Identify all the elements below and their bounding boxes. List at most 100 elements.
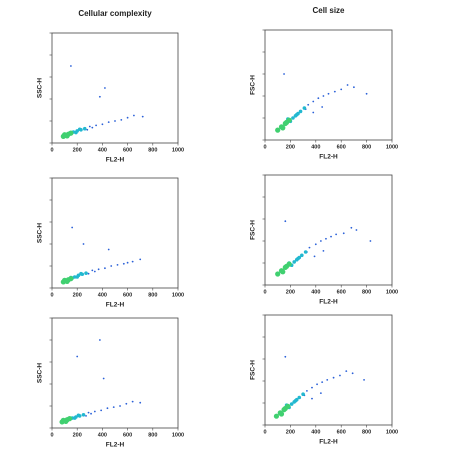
data-point	[100, 409, 103, 412]
data-point	[125, 402, 128, 405]
data-point	[355, 229, 358, 231]
data-point	[76, 413, 81, 418]
data-point	[104, 87, 106, 89]
chart-title: Cellular complexity	[78, 9, 152, 18]
data-point	[67, 416, 73, 422]
data-point	[342, 232, 345, 235]
data-point	[102, 377, 105, 380]
y-axis-label: FSC-H	[250, 220, 257, 240]
data-point	[87, 272, 90, 275]
data-point	[283, 73, 285, 75]
x-tick-label: 600	[337, 429, 346, 435]
data-point	[340, 88, 343, 91]
data-point	[351, 372, 354, 375]
data-point	[133, 114, 135, 117]
data-point	[107, 121, 110, 123]
data-point	[325, 237, 327, 240]
x-tick-label: 400	[98, 147, 107, 153]
x-tick-label: 800	[148, 147, 157, 153]
data-point	[297, 395, 302, 400]
data-point	[97, 268, 100, 271]
x-tick-label: 400	[311, 289, 320, 295]
data-point	[114, 120, 116, 122]
plot-frame	[51, 32, 179, 144]
x-tick-label: 400	[311, 144, 320, 150]
chart-title: Cell size	[312, 6, 345, 15]
data-point	[322, 95, 325, 97]
y-axis-label: FSC-H	[250, 75, 257, 95]
x-tick-label: 200	[286, 429, 295, 435]
data-point	[297, 255, 302, 260]
data-point	[339, 374, 341, 377]
data-point	[71, 226, 74, 229]
data-point	[62, 277, 68, 283]
data-point	[284, 220, 287, 223]
data-point	[79, 271, 83, 276]
data-point	[314, 243, 317, 246]
data-point	[294, 397, 299, 402]
x-tick-label: 0	[50, 292, 53, 298]
data-point	[82, 243, 85, 245]
data-point	[95, 124, 97, 127]
plot-frame	[51, 177, 179, 289]
data-point	[275, 271, 281, 277]
x-tick-label: 0	[263, 289, 266, 295]
data-point	[319, 392, 322, 394]
data-point	[365, 92, 368, 95]
data-point	[289, 402, 294, 406]
data-point	[90, 412, 92, 415]
y-axis-label: SSC-H	[37, 363, 44, 384]
data-point	[110, 265, 113, 267]
x-tick-label: 1000	[172, 147, 184, 153]
data-point	[346, 84, 349, 86]
data-point	[332, 376, 335, 379]
data-point	[292, 260, 297, 264]
x-axis-label: FL2-H	[106, 302, 125, 309]
x-axis-label: FL2-H	[319, 439, 338, 446]
data-point	[307, 103, 310, 106]
x-tick-label: 400	[98, 292, 107, 298]
data-point	[300, 253, 304, 258]
data-point	[81, 413, 86, 417]
data-point	[333, 90, 336, 93]
data-point	[293, 114, 298, 118]
data-point	[93, 270, 96, 273]
data-point	[282, 405, 288, 412]
x-axis-label: FL2-H	[319, 299, 338, 306]
data-point	[345, 370, 348, 372]
data-point	[292, 400, 297, 404]
data-point	[311, 397, 313, 400]
data-point	[319, 240, 322, 242]
data-point	[278, 411, 285, 417]
x-tick-label: 0	[50, 147, 53, 153]
data-point	[353, 86, 355, 89]
data-point	[363, 379, 365, 381]
data-point	[350, 226, 353, 229]
data-point	[84, 271, 88, 275]
data-point	[335, 233, 338, 236]
data-point	[62, 132, 68, 138]
data-point	[70, 65, 72, 67]
x-tick-label: 200	[73, 292, 82, 298]
x-axis-label: FL2-H	[106, 442, 125, 449]
x-tick-label: 200	[286, 289, 295, 295]
data-point	[301, 392, 305, 397]
x-tick-label: 800	[362, 429, 371, 435]
y-axis-label: SSC-H	[37, 78, 44, 99]
data-point	[327, 92, 330, 95]
data-point	[98, 339, 101, 341]
x-tick-label: 600	[123, 292, 132, 298]
x-axis-label: FL2-H	[106, 157, 125, 164]
data-point	[88, 125, 91, 128]
data-point	[283, 119, 290, 125]
x-tick-label: 600	[123, 147, 132, 153]
data-point	[311, 386, 313, 389]
data-point	[294, 257, 299, 262]
data-point	[283, 263, 290, 269]
data-point	[86, 128, 89, 131]
data-point	[104, 267, 106, 270]
data-point	[98, 95, 101, 98]
data-point	[120, 119, 123, 121]
y-axis-label: SSC-H	[37, 223, 44, 244]
